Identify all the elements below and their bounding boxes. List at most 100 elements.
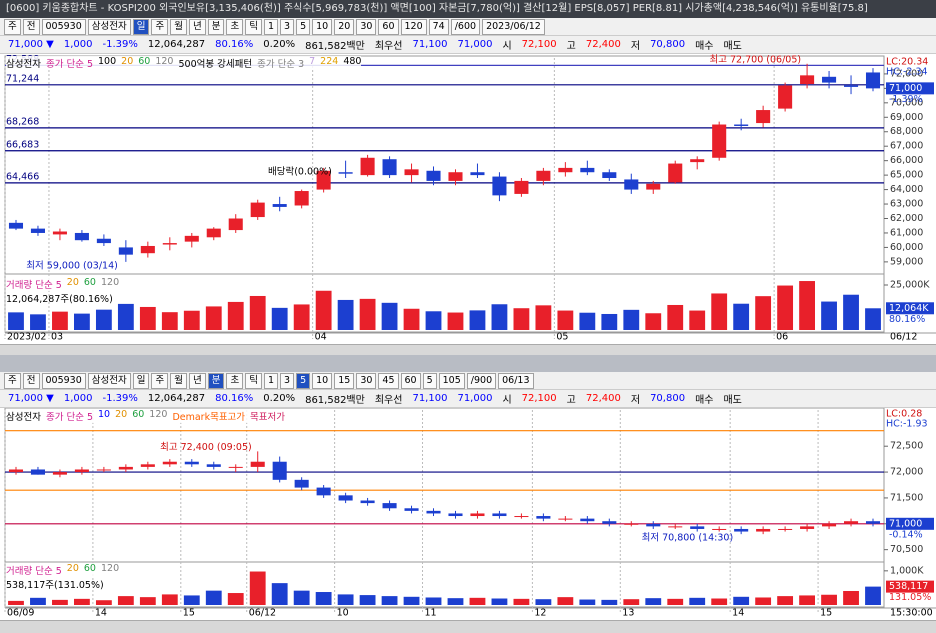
toolbar-button[interactable]: 20: [334, 18, 355, 35]
toolbar-button[interactable]: 10: [312, 18, 333, 35]
legend-entry[interactable]: 480: [343, 56, 362, 67]
legend-entry[interactable]: 20: [66, 563, 79, 574]
legend-entry[interactable]: 10: [98, 409, 111, 420]
candle-body: [30, 228, 45, 233]
y-tick-label: 61,000: [890, 227, 923, 238]
toolbar-button[interactable]: /900: [466, 372, 497, 389]
toolbar-button[interactable]: 월: [170, 372, 187, 389]
toolbar-button[interactable]: 주: [4, 18, 21, 35]
candle-body: [8, 222, 24, 229]
legend-entry[interactable]: 종가 단순 3: [257, 59, 305, 70]
legend-entry[interactable]: 20: [66, 277, 79, 288]
title-bar: [0600] 키움종합차트 - KOSPI200 외국인보유[3,135,406…: [0, 0, 936, 18]
toolbar-button[interactable]: 120: [400, 18, 427, 35]
candle-body: [800, 526, 815, 529]
candle-body: [426, 170, 441, 181]
volume-bar: [623, 309, 640, 330]
toolbar-button[interactable]: 틱: [245, 18, 262, 35]
toolbar-button[interactable]: /600: [450, 18, 481, 35]
legend-entry[interactable]: 120: [100, 563, 120, 574]
toolbar-button[interactable]: 30: [356, 18, 377, 35]
toolbar-button[interactable]: 5: [422, 372, 437, 389]
toolbar-button[interactable]: 초: [226, 372, 244, 389]
toolbar-button[interactable]: 10: [312, 372, 333, 389]
info-cell: 72,400: [585, 393, 621, 404]
toolbar-button[interactable]: 30: [356, 372, 377, 389]
legend-entry[interactable]: 60: [132, 409, 145, 420]
toolbar-button[interactable]: 삼성전자: [87, 372, 131, 389]
toolbar-button[interactable]: 분: [207, 18, 225, 35]
scroll-bar[interactable]: [0, 620, 936, 633]
toolbar-button[interactable]: 3: [280, 372, 295, 389]
legend-entry[interactable]: Demark목표고가: [172, 412, 246, 423]
toolbar-button[interactable]: 5: [296, 18, 311, 35]
toolbar-button[interactable]: 45: [378, 372, 399, 389]
legend-entry[interactable]: 종가 단순 5: [45, 412, 94, 423]
legend-entry[interactable]: 20: [115, 409, 128, 420]
legend-entry[interactable]: 60: [83, 563, 96, 574]
legend-entry[interactable]: 삼성전자: [6, 412, 41, 423]
volume-bar: [821, 594, 837, 605]
toolbar-button[interactable]: 1: [263, 372, 279, 389]
legend-entry[interactable]: 500억봉 강세패턴: [178, 59, 253, 70]
date-label: 04: [315, 332, 327, 343]
toolbar-button[interactable]: 005930: [41, 18, 86, 35]
info-cell: 저: [630, 395, 641, 406]
line-label: 68,268: [6, 116, 39, 127]
legend-entry[interactable]: 120: [149, 409, 168, 420]
toolbar-button[interactable]: 초: [226, 18, 244, 35]
toolbar-button[interactable]: 2023/06/12: [482, 18, 545, 35]
volume-bar: [689, 597, 706, 605]
toolbar-button[interactable]: 년: [188, 18, 206, 35]
high-label: 최고 72,700 (06/05): [710, 54, 802, 65]
toolbar-button[interactable]: 일: [132, 18, 150, 35]
toolbar-button[interactable]: 3: [280, 18, 295, 35]
toolbar-button[interactable]: 분: [207, 372, 225, 389]
legend-entry[interactable]: 224: [320, 56, 339, 67]
toolbar-button[interactable]: 60: [400, 372, 421, 389]
toolbar-button[interactable]: 06/13: [498, 372, 534, 389]
volume-caption: 12,064,287주(80.16%): [6, 294, 113, 305]
toolbar-button[interactable]: 전: [22, 372, 40, 389]
info-cell: -1.39%: [102, 39, 138, 50]
legend-entry[interactable]: 120: [155, 56, 174, 67]
toolbar-button[interactable]: 5: [296, 372, 311, 389]
legend-entry[interactable]: 60: [138, 56, 151, 67]
toolbar-button[interactable]: 전: [22, 18, 40, 35]
scroll-bar[interactable]: [0, 344, 936, 356]
toolbar-button[interactable]: 삼성전자: [87, 18, 131, 35]
legend-entry[interactable]: 종가 단순 5: [45, 59, 94, 70]
candle-body: [250, 202, 265, 218]
candle-body: [338, 172, 353, 174]
toolbar-button[interactable]: 005930: [41, 372, 86, 389]
legend-entry[interactable]: 목표저가: [250, 412, 286, 423]
toolbar-button[interactable]: 틱: [245, 372, 262, 389]
volume-bar: [117, 303, 134, 330]
candle-body: [602, 521, 617, 524]
legend-entry[interactable]: 60: [83, 277, 96, 288]
y-tick-label: 72,000: [890, 68, 923, 79]
toolbar-button[interactable]: 주: [151, 372, 169, 389]
legend-entry[interactable]: 120: [100, 277, 120, 288]
toolbar-button[interactable]: 60: [378, 18, 399, 35]
volume-bar: [535, 305, 552, 330]
toolbar-button[interactable]: 월: [170, 18, 187, 35]
legend-entry[interactable]: 삼성전자: [6, 59, 41, 70]
toolbar-button[interactable]: 1: [263, 18, 279, 35]
toolbar-button[interactable]: 74: [428, 18, 449, 35]
volume-bar: [205, 590, 222, 605]
toolbar-button[interactable]: 105: [438, 372, 465, 389]
toolbar-button[interactable]: 주: [4, 372, 21, 389]
legend-entry[interactable]: 거래량 단순 5: [6, 280, 62, 291]
volume-bar: [95, 309, 112, 330]
legend-entry[interactable]: 20: [121, 56, 134, 67]
y-tick-label: 63,000: [890, 199, 923, 210]
candle-body: [162, 461, 177, 465]
legend-entry[interactable]: 거래량 단순 5: [6, 566, 62, 577]
toolbar-button[interactable]: 년: [188, 372, 206, 389]
legend-entry[interactable]: 100: [98, 56, 117, 67]
toolbar-button[interactable]: 주: [151, 18, 169, 35]
toolbar-button[interactable]: 15: [334, 372, 355, 389]
toolbar-button[interactable]: 일: [132, 372, 150, 389]
legend-entry[interactable]: 7: [309, 56, 316, 67]
